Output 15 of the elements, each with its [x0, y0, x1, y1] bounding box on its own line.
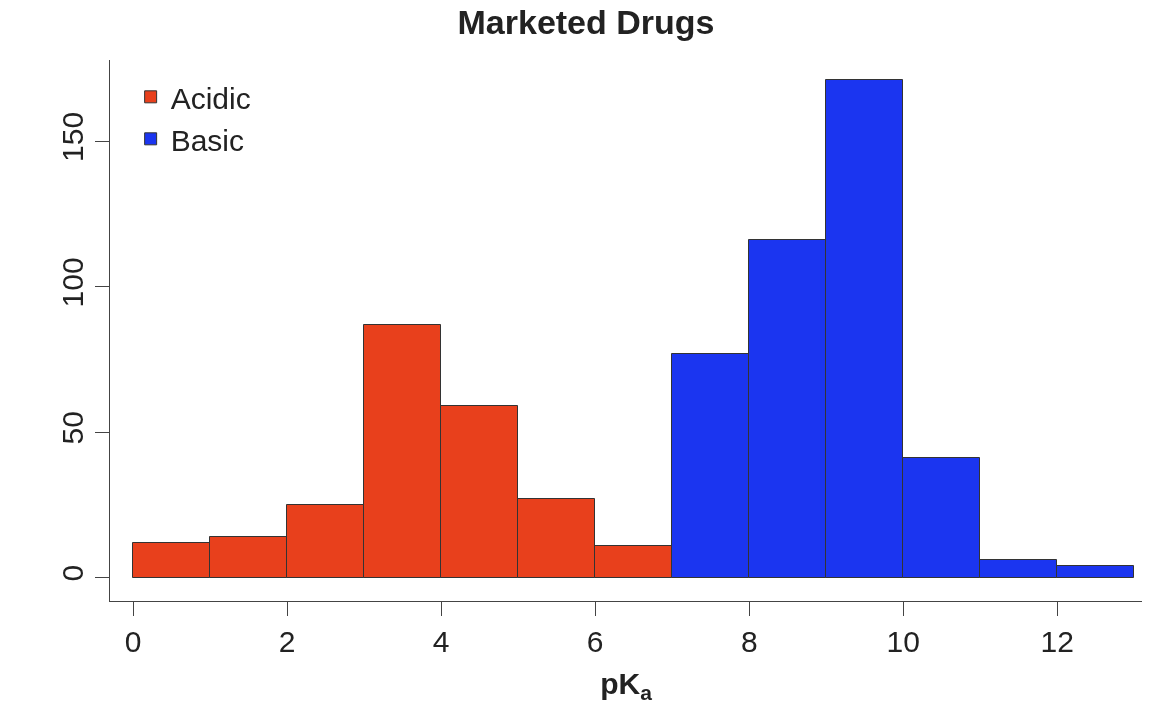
x-tick-label: 12: [1040, 625, 1074, 658]
chart-title: Marketed Drugs: [457, 3, 715, 42]
legend-label: Acidic: [170, 81, 251, 115]
y-tick-label: 150: [56, 111, 89, 162]
y-tick-label: 50: [56, 411, 89, 445]
x-tick-label: 4: [432, 625, 450, 658]
x-tick-label: 6: [586, 625, 604, 658]
y-tick-label: 100: [56, 257, 89, 308]
legend-label: Basic: [170, 123, 244, 157]
x-tick-label: 8: [740, 625, 758, 658]
x-tick-label: 10: [886, 625, 920, 658]
y-tick-label: 0: [56, 564, 89, 582]
x-tick-label: 2: [278, 625, 296, 658]
x-axis-title: pK$_{a}$: [600, 666, 653, 704]
x-tick-label: 0: [124, 625, 142, 658]
